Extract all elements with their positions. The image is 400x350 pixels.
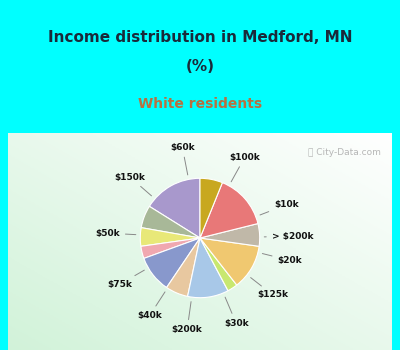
- Text: (%): (%): [186, 59, 214, 74]
- Text: $150k: $150k: [115, 173, 152, 196]
- Wedge shape: [141, 238, 200, 258]
- Text: $40k: $40k: [137, 292, 165, 320]
- Wedge shape: [200, 183, 258, 238]
- Text: $75k: $75k: [108, 270, 144, 289]
- Text: White residents: White residents: [138, 97, 262, 111]
- Wedge shape: [149, 178, 200, 238]
- Wedge shape: [167, 238, 200, 296]
- Wedge shape: [188, 238, 228, 298]
- Text: Income distribution in Medford, MN: Income distribution in Medford, MN: [48, 30, 352, 45]
- Wedge shape: [140, 228, 200, 246]
- Text: > $200k: > $200k: [264, 232, 313, 241]
- Wedge shape: [141, 206, 200, 238]
- Text: $100k: $100k: [230, 153, 260, 182]
- Text: $125k: $125k: [251, 278, 288, 300]
- Wedge shape: [200, 224, 260, 246]
- Wedge shape: [200, 238, 259, 285]
- Text: $60k: $60k: [170, 143, 195, 175]
- Text: $20k: $20k: [262, 253, 302, 265]
- Text: $10k: $10k: [260, 200, 299, 215]
- Wedge shape: [200, 178, 222, 238]
- Text: $30k: $30k: [224, 297, 248, 328]
- Text: ⓘ City-Data.com: ⓘ City-Data.com: [308, 148, 380, 157]
- Wedge shape: [144, 238, 200, 287]
- Text: $50k: $50k: [95, 229, 136, 238]
- Text: $200k: $200k: [172, 302, 202, 334]
- Wedge shape: [200, 238, 237, 291]
